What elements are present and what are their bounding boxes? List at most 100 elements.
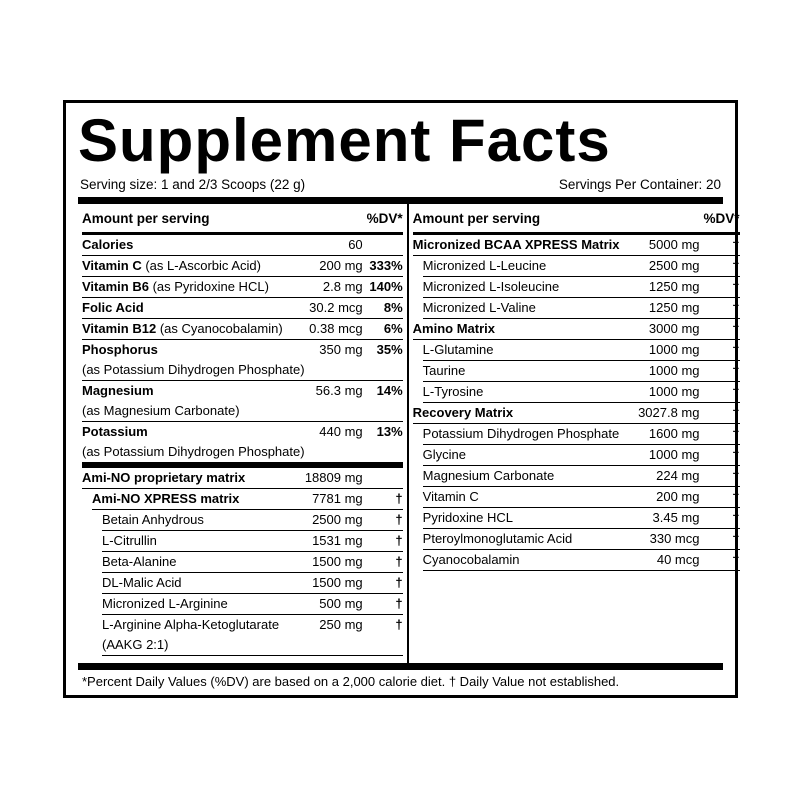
facts-row: L-Tyrosine 1000 mg † xyxy=(422,382,740,403)
amount: 1000 mg xyxy=(648,447,700,462)
daily-value: † xyxy=(732,279,740,294)
amount: 1500 mg xyxy=(312,554,363,569)
amount: 1000 mg xyxy=(648,363,700,378)
ingredient-detail: (AAKG 2:1) xyxy=(102,637,169,652)
amount: 440 mg xyxy=(319,424,363,439)
facts-row: Glycine 1000 mg † xyxy=(422,445,740,466)
daily-value: † xyxy=(732,489,740,504)
facts-row: Vitamin B12 (as Cyanocobalamin) 0.38 mcg 6… xyxy=(82,319,403,340)
facts-row: Folic Acid 30.2 mcg 8% xyxy=(82,298,403,319)
ingredient: Glycine xyxy=(423,445,620,465)
ingredient: Amino Matrix xyxy=(413,319,620,339)
ingredient-name: Ami-NO proprietary matrix xyxy=(82,470,246,485)
ingredient: Micronized L-Leucine xyxy=(423,256,620,276)
amount: 56.3 mg xyxy=(315,383,363,398)
ingredient: Beta-Alanine xyxy=(102,552,283,572)
ingredient: L-Arginine Alpha-Ketoglutarate xyxy=(102,615,283,635)
daily-value: † xyxy=(732,384,740,399)
ingredient-detail: (as Potassium Dihydrogen Phosphate) xyxy=(82,444,305,459)
daily-value: † xyxy=(732,405,740,420)
amount: 200 mg xyxy=(319,258,363,273)
daily-value: 333% xyxy=(369,258,403,273)
facts-row: Ami-NO XPRESS matrix 7781 mg † xyxy=(92,489,403,510)
ingredient: Magnesium xyxy=(82,381,283,401)
ingredient: Vitamin B6 (as Pyridoxine HCL) xyxy=(82,277,283,297)
amount: 40 mcg xyxy=(656,552,700,567)
daily-value: † xyxy=(732,300,740,315)
left-column: Amount per serving %DV* Calories 60 Vitamin … xyxy=(78,204,409,663)
supplement-facts-label: Supplement Facts Serving size: 1 and 2/3… xyxy=(63,100,740,698)
ingredient-name: Vitamin C xyxy=(82,258,142,273)
ingredient-qualifier: (as Cyanocobalamin) xyxy=(159,321,283,336)
ingredient: Vitamin C (as L-Ascorbic Acid) xyxy=(82,256,283,276)
ingredient: Calories xyxy=(82,235,283,255)
amount: 2.8 mg xyxy=(322,279,363,294)
header-label: Amount per serving xyxy=(412,210,541,226)
ingredient-name: Cyanocobalamin xyxy=(422,552,520,567)
daily-value: † xyxy=(395,554,403,569)
amount: 1600 mg xyxy=(648,426,700,441)
ingredient-name: Vitamin B6 xyxy=(82,279,149,294)
facts-row: Amino Matrix 3000 mg † xyxy=(412,319,740,340)
ingredient-name: L-Citrullin xyxy=(102,533,157,548)
daily-value: 14% xyxy=(376,383,403,398)
amount: 2500 mg xyxy=(312,512,363,527)
ingredient: Potassium Dihydrogen Phosphate xyxy=(423,424,620,444)
ingredient: Cyanocobalamin xyxy=(423,550,620,570)
facts-row: Phosphorus 350 mg 35% (as Potassium Dihydro… xyxy=(82,340,403,381)
ingredient-name: Recovery Matrix xyxy=(412,405,514,420)
facts-row: Micronized L-Isoleucine 1250 mg † xyxy=(422,277,740,298)
amount: 350 mg xyxy=(319,342,363,357)
facts-row: Potassium Dihydrogen Phosphate 1600 mg † xyxy=(422,424,740,445)
amount: 18809 mg xyxy=(304,470,363,485)
facts-row: Vitamin B6 (as Pyridoxine HCL) 2.8 mg 140% xyxy=(82,277,403,298)
amount: 3.45 mg xyxy=(652,510,700,525)
ingredient-qualifier: (as Pyridoxine HCL) xyxy=(152,279,269,294)
ingredient-name: DL-Malic Acid xyxy=(102,575,182,590)
amount: 1000 mg xyxy=(648,342,700,357)
facts-row: Betain Anhydrous 2500 mg † xyxy=(102,510,403,531)
facts-row: L-Glutamine 1000 mg † xyxy=(422,340,740,361)
column-header: Amount per serving %DV* xyxy=(82,204,403,235)
daily-value: † xyxy=(395,491,403,506)
ingredient: Vitamin B12 (as Cyanocobalamin) xyxy=(82,319,283,339)
ingredient-name: Micronized BCAA XPRESS Matrix xyxy=(412,237,620,252)
ingredient-detail: (as Potassium Dihydrogen Phosphate) xyxy=(82,362,305,377)
daily-value: † xyxy=(395,512,403,527)
thick-rule xyxy=(78,663,723,670)
ingredient-name: Folic Acid xyxy=(82,300,144,315)
ingredient-name: Micronized L-Valine xyxy=(422,300,536,315)
ingredient: L-Glutamine xyxy=(423,340,620,360)
daily-value xyxy=(363,468,403,488)
ingredient-qualifier: (as L-Ascorbic Acid) xyxy=(145,258,261,273)
amount: 1531 mg xyxy=(312,533,363,548)
ingredient: Ami-NO proprietary matrix xyxy=(82,468,283,488)
ingredient: Phosphorus xyxy=(82,340,283,360)
header-dv: %DV* xyxy=(703,210,740,226)
facts-row: Micronized L-Arginine 500 mg † xyxy=(102,594,403,615)
facts-row: Pyridoxine HCL 3.45 mg † xyxy=(422,508,740,529)
title: Supplement Facts xyxy=(78,107,611,174)
daily-value: 6% xyxy=(383,321,403,336)
amount: 1000 mg xyxy=(648,384,700,399)
columns: Amount per serving %DV* Calories 60 Vitamin … xyxy=(78,204,740,663)
facts-row: L-Arginine Alpha-Ketoglutarate 250 mg † (AA… xyxy=(102,615,403,656)
ingredient: Betain Anhydrous xyxy=(102,510,283,530)
ingredient: Micronized L-Valine xyxy=(423,298,620,318)
ingredient-name: Magnesium Carbonate xyxy=(422,468,555,483)
daily-value: 8% xyxy=(383,300,403,315)
amount: 3000 mg xyxy=(648,321,700,336)
ingredient-name: Micronized L-Leucine xyxy=(422,258,547,273)
facts-row: Beta-Alanine 1500 mg † xyxy=(102,552,403,573)
facts-row: Micronized L-Valine 1250 mg † xyxy=(422,298,740,319)
amount: 2500 mg xyxy=(648,258,700,273)
daily-value: † xyxy=(395,575,403,590)
daily-value: 140% xyxy=(369,279,403,294)
daily-value: † xyxy=(732,510,740,525)
amount: 224 mg xyxy=(656,468,700,483)
facts-row: Taurine 1000 mg † xyxy=(422,361,740,382)
amount: 5000 mg xyxy=(648,237,700,252)
daily-value: † xyxy=(732,447,740,462)
ingredient-detail: (as Magnesium Carbonate) xyxy=(82,403,240,418)
ingredient: Recovery Matrix xyxy=(413,403,620,423)
